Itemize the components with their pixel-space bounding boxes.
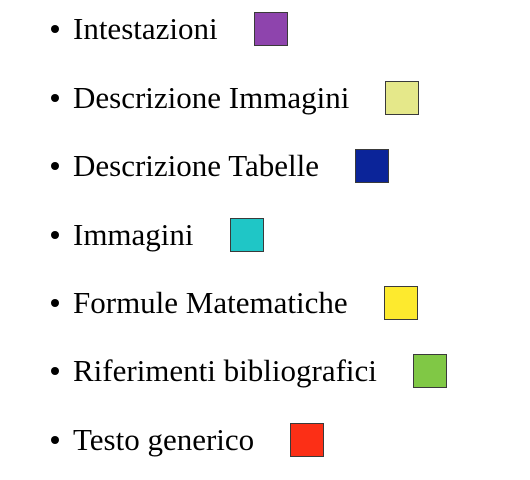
color-swatch [253, 12, 288, 46]
legend-item-intestazioni: Intestazioni [0, 9, 288, 49]
bullet-point [51, 94, 59, 102]
bullet-point [51, 162, 59, 170]
legend-item-riferimenti-bibliografici: Riferimenti bibliografici [0, 351, 447, 391]
color-swatch [229, 218, 264, 252]
color-swatch [355, 149, 390, 183]
bullet-point [51, 231, 59, 239]
legend-item-descrizione-tabelle: Descrizione Tabelle [0, 146, 390, 186]
legend-item-descrizione-immagini: Descrizione Immagini [0, 78, 420, 118]
color-swatch [290, 423, 325, 457]
legend-label: Testo generico [73, 422, 255, 457]
legend-label: Immagini [73, 217, 194, 252]
bullet-point [51, 436, 59, 444]
bullet-point [51, 25, 59, 33]
legend-label: Intestazioni [73, 11, 218, 46]
legend-label: Formule Matematiche [73, 285, 348, 320]
legend-item-immagini: Immagini [0, 215, 264, 255]
legend-label: Riferimenti bibliografici [73, 353, 377, 388]
legend-label: Descrizione Immagini [73, 80, 350, 115]
color-swatch [412, 354, 447, 388]
color-swatch [383, 286, 418, 320]
legend-item-formule-matematiche: Formule Matematiche [0, 283, 418, 323]
color-swatch [385, 81, 420, 115]
bullet-point [51, 367, 59, 375]
legend-item-testo-generico: Testo generico [0, 420, 325, 460]
legend-label: Descrizione Tabelle [73, 148, 320, 183]
bullet-point [51, 299, 59, 307]
